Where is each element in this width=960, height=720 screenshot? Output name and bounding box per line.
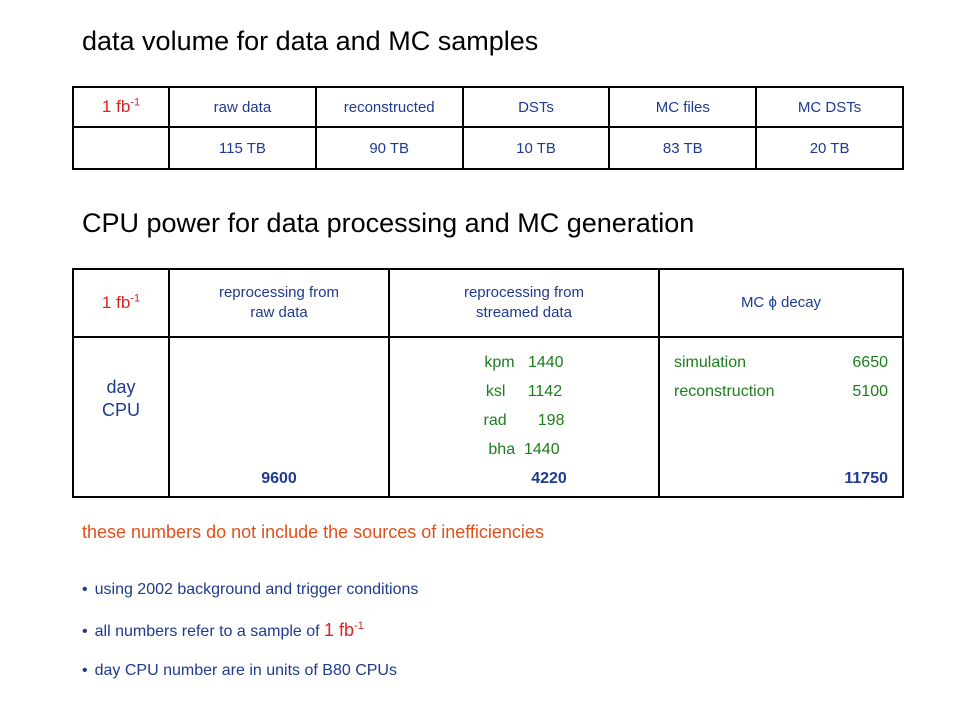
- table-row: day CPU 9600 kpm 1440 ksl 1142 rad 198 bh…: [72, 336, 904, 498]
- day-label: day: [106, 377, 136, 397]
- bullet-text: day CPU number are in units of B80 CPUs: [94, 662, 397, 679]
- value-reconstructed: 90 TB: [314, 126, 464, 170]
- table-row: 1 fb-1 raw data reconstructed DSTs MC fi…: [72, 86, 904, 128]
- list-item: using 2002 background and trigger condit…: [82, 581, 419, 599]
- header-dsts: DSTs: [461, 86, 611, 128]
- stream-value: 1142: [527, 383, 563, 400]
- list-item: ksl 1142: [390, 377, 658, 406]
- header-reprocessing-streamed: reprocessing from streamed data: [388, 268, 660, 338]
- cpu-label: CPU: [101, 400, 140, 421]
- header-mc-suffix: decay: [776, 293, 822, 311]
- luminosity-label: 1 fb-1: [72, 268, 170, 338]
- stream-total: 4220: [531, 470, 567, 487]
- fb-base: 1 fb: [101, 292, 131, 312]
- value-mc-files: 83 TB: [608, 126, 758, 170]
- mc-decay-cell: simulation 6650 reconstruction 5100 11750: [658, 336, 904, 498]
- fb-exp: -1: [130, 292, 141, 305]
- value-dsts: 10 TB: [461, 126, 611, 170]
- header-mc-phi-decay: MC ϕ decay: [658, 268, 904, 338]
- empty-cell: [72, 126, 170, 170]
- bullet-text: all numbers refer to a sample of: [94, 623, 325, 640]
- list-item: kpm 1440: [390, 348, 658, 377]
- fb-base: 1 fb: [324, 620, 355, 640]
- header-reconstructed: reconstructed: [314, 86, 464, 128]
- list-item: reconstruction 5100: [674, 377, 888, 406]
- streamed-reprocessing-cell: kpm 1440 ksl 1142 rad 198 bha 1440 4220: [388, 336, 660, 498]
- header-reprocessing-raw: reprocessing from raw data: [168, 268, 390, 338]
- title-data-volume: data volume for data and MC samples: [82, 26, 539, 56]
- stream-list: kpm 1440 ksl 1142 rad 198 bha 1440: [390, 348, 658, 464]
- mc-list: simulation 6650 reconstruction 5100: [674, 348, 888, 406]
- luminosity-label: 1 fb-1: [72, 86, 170, 128]
- table-row: 115 TB 90 TB 10 TB 83 TB 20 TB: [72, 126, 904, 170]
- list-item: all numbers refer to a sample of 1 fb-1: [82, 620, 364, 641]
- header-mc-dsts: MC DSTs: [755, 86, 904, 128]
- header-line: streamed data: [476, 304, 572, 321]
- header-line: reprocessing from: [463, 283, 585, 301]
- stream-value: 1440: [527, 354, 564, 371]
- header-mc-files: MC files: [608, 86, 758, 128]
- stream-value: 198: [537, 412, 565, 429]
- stream-name: ksl: [485, 383, 506, 400]
- row-label-day-cpu: day CPU: [72, 336, 170, 498]
- header-mc-prefix: MC: [740, 293, 769, 311]
- stream-name: rad: [483, 412, 507, 429]
- list-item: bha 1440: [390, 435, 658, 464]
- table-row: 1 fb-1 reprocessing from raw data reproc…: [72, 268, 904, 338]
- value-mc-dsts: 20 TB: [755, 126, 904, 170]
- list-item: day CPU number are in units of B80 CPUs: [82, 662, 397, 680]
- fb-base: 1 fb: [101, 97, 131, 117]
- data-volume-table: 1 fb-1 raw data reconstructed DSTs MC fi…: [72, 86, 904, 170]
- fb-exp: -1: [130, 96, 141, 109]
- stream-name: bha: [488, 441, 516, 458]
- header-line: reprocessing from: [218, 283, 340, 301]
- fb-exp: -1: [354, 620, 364, 632]
- phi-symbol: ϕ: [768, 293, 777, 311]
- inefficiency-note: these numbers do not include the sources…: [82, 522, 544, 542]
- mc-value: 6650: [852, 354, 888, 371]
- value-raw-data: 115 TB: [168, 126, 317, 170]
- mc-value: 5100: [852, 383, 888, 400]
- mc-name: reconstruction: [674, 383, 775, 400]
- mc-total: 11750: [844, 470, 888, 487]
- raw-reprocessing-cell: 9600: [168, 336, 390, 498]
- cpu-power-table: 1 fb-1 reprocessing from raw data reproc…: [72, 268, 904, 498]
- raw-total: 9600: [261, 470, 297, 487]
- list-item: rad 198: [390, 406, 658, 435]
- list-item: simulation 6650: [674, 348, 888, 377]
- stream-name: kpm: [484, 354, 515, 371]
- bullet-text: using 2002 background and trigger condit…: [94, 581, 419, 598]
- mc-name: simulation: [674, 354, 747, 371]
- header-raw-data: raw data: [168, 86, 317, 128]
- stream-value: 1440: [524, 441, 560, 458]
- title-cpu-power: CPU power for data processing and MC gen…: [82, 208, 695, 238]
- header-line: raw data: [250, 304, 308, 321]
